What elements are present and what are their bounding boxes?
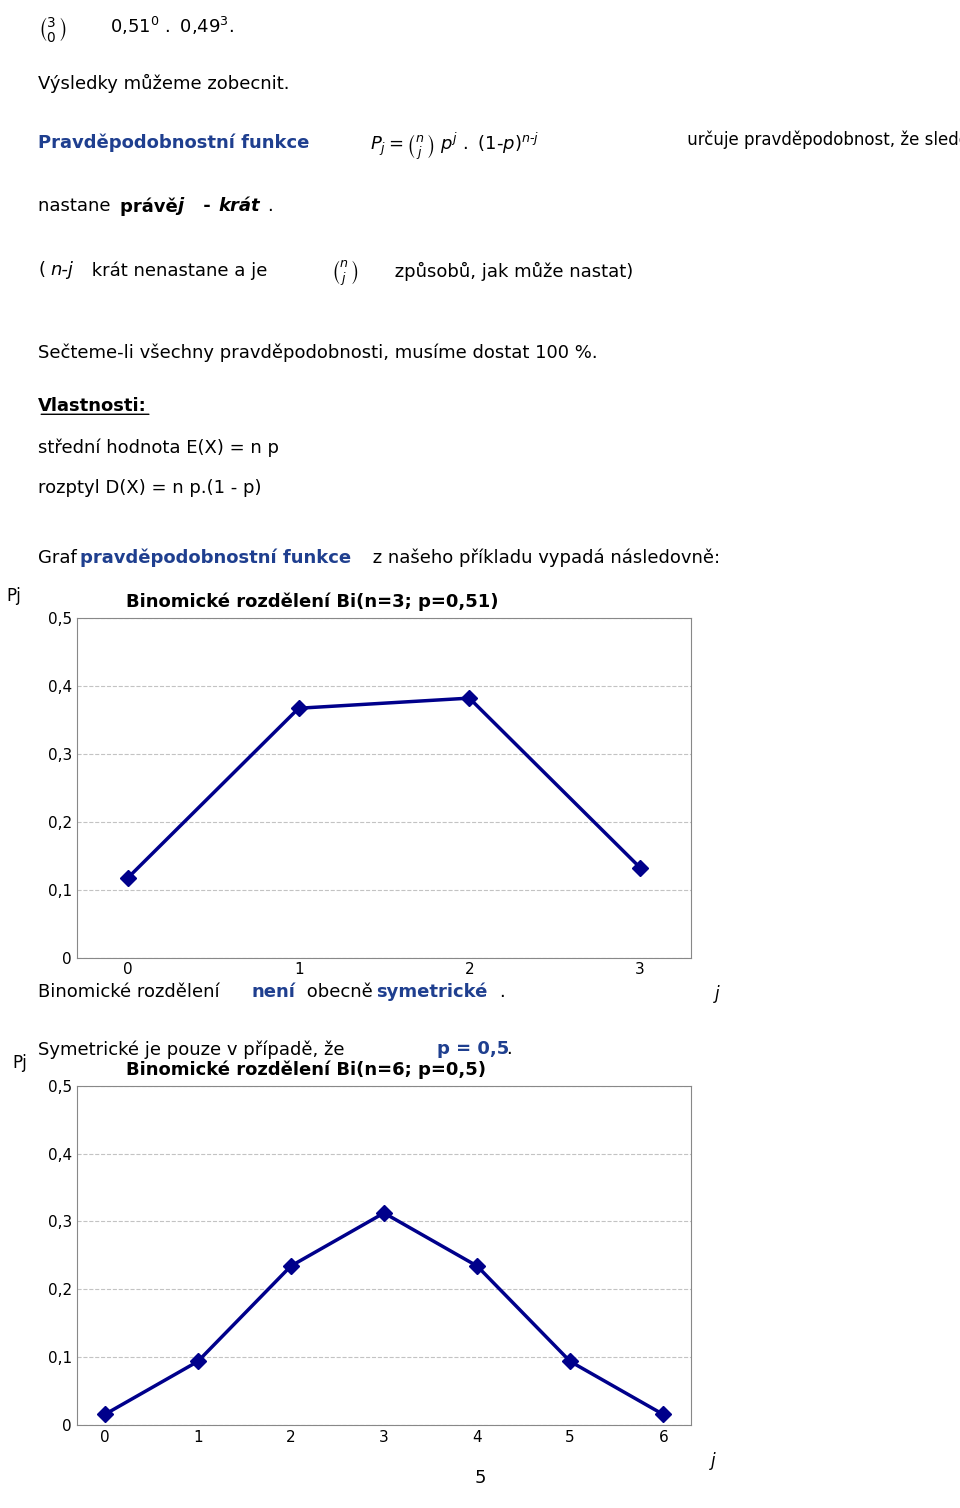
Text: krát: krát bbox=[219, 198, 260, 216]
Text: z našeho příkladu vypadá následovně:: z našeho příkladu vypadá následovně: bbox=[367, 549, 720, 567]
Text: Pj: Pj bbox=[12, 1054, 27, 1072]
Text: Sečteme-li všechny pravděpodobnosti, musíme dostat 100 %.: Sečteme-li všechny pravděpodobnosti, mus… bbox=[38, 344, 598, 362]
Text: Graf: Graf bbox=[38, 549, 83, 567]
Text: pravděpodobnostní funkce: pravděpodobnostní funkce bbox=[80, 549, 350, 567]
Text: -: - bbox=[197, 198, 217, 216]
Text: rozptyl D(X) = n p.(1 - p): rozptyl D(X) = n p.(1 - p) bbox=[38, 480, 262, 498]
Text: způsobů, jak může nastat): způsobů, jak může nastat) bbox=[389, 261, 633, 280]
Text: právě: právě bbox=[120, 198, 184, 216]
Text: obecně: obecně bbox=[301, 983, 379, 1001]
Text: $0{,}51^0\ .\ 0{,}49^3$.: $0{,}51^0\ .\ 0{,}49^3$. bbox=[110, 15, 234, 38]
Text: Pj: Pj bbox=[6, 587, 21, 605]
Text: $\binom{3}{0}$: $\binom{3}{0}$ bbox=[38, 15, 66, 44]
Text: Symetrické je pouze v případě, že: Symetrické je pouze v případě, že bbox=[38, 1041, 350, 1059]
Text: j: j bbox=[714, 985, 719, 1003]
Text: $P_j = \binom{n}{j}\ p^j\ .\ (1\text{-}p)^{n\text{-}j}$: $P_j = \binom{n}{j}\ p^j\ .\ (1\text{-}p… bbox=[370, 131, 540, 163]
Text: .: . bbox=[499, 983, 505, 1001]
Text: p = 0,5: p = 0,5 bbox=[437, 1041, 509, 1059]
Text: (: ( bbox=[38, 261, 45, 279]
Text: Vlastnosti:: Vlastnosti: bbox=[38, 397, 147, 415]
Text: krát nenastane a je: krát nenastane a je bbox=[86, 261, 274, 280]
Text: určuje pravděpodobnost, že sledovaný jev: určuje pravděpodobnost, že sledovaný jev bbox=[682, 131, 960, 149]
Text: j: j bbox=[178, 198, 183, 216]
Text: není: není bbox=[252, 983, 296, 1001]
Text: j: j bbox=[710, 1452, 715, 1470]
Text: 5: 5 bbox=[474, 1469, 486, 1487]
Text: n-j: n-j bbox=[50, 261, 73, 279]
Text: Binomické rozdělení: Binomické rozdělení bbox=[38, 983, 226, 1001]
Text: střední hodnota E(X) = n p: střední hodnota E(X) = n p bbox=[38, 439, 279, 457]
Text: .: . bbox=[267, 198, 273, 216]
Text: $\binom{n}{j}$: $\binom{n}{j}$ bbox=[331, 259, 358, 288]
Text: Binomické rozdělení Bi(n=6; p=0,5): Binomické rozdělení Bi(n=6; p=0,5) bbox=[126, 1060, 486, 1078]
Text: nastane: nastane bbox=[38, 198, 117, 216]
Text: Binomické rozdělení Bi(n=3; p=0,51): Binomické rozdělení Bi(n=3; p=0,51) bbox=[126, 593, 498, 611]
Text: Pravděpodobnostní funkce: Pravděpodobnostní funkce bbox=[38, 133, 310, 152]
Text: Výsledky můžeme zobecnit.: Výsledky můžeme zobecnit. bbox=[38, 74, 290, 93]
Text: .: . bbox=[506, 1041, 512, 1059]
Text: symetrické: symetrické bbox=[376, 983, 488, 1001]
